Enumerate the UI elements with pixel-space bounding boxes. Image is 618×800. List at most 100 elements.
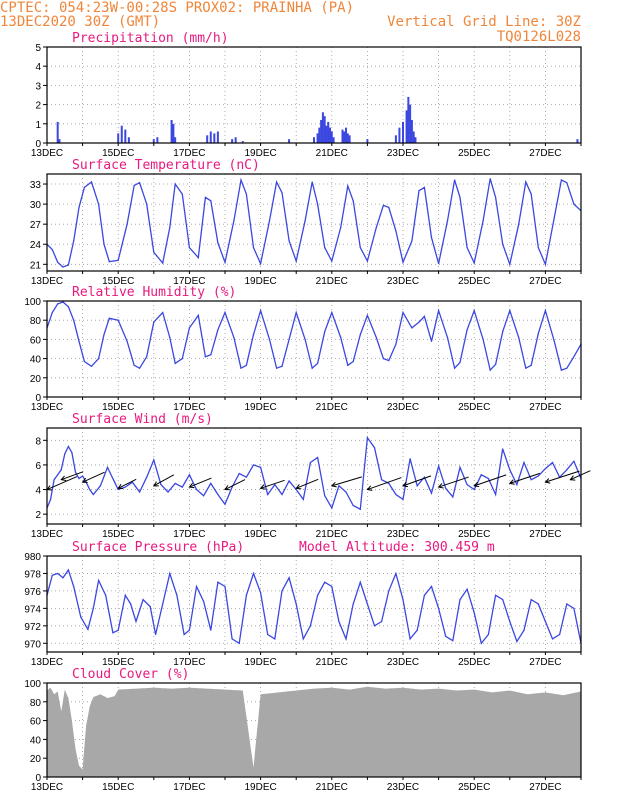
rh-point [454,367,456,369]
panel-frame [46,555,582,653]
rh-point [402,311,404,314]
precip-bar [394,135,397,143]
x-tick-label: 21DEC [316,276,348,287]
x-tick-label: 17DEC [173,148,205,159]
x-tick-label: 13DEC [31,148,63,159]
temp-point [525,181,527,183]
temp-point [473,262,475,264]
y-tick-label: 33 [30,180,42,191]
rh-point [204,356,207,358]
temp-point [359,246,361,249]
temp-point [197,257,199,259]
y-tick-label: 2 [35,510,41,521]
y-tick-label: 20 [30,754,42,765]
rh-point [366,314,368,316]
rh-point [233,336,235,339]
rh-point [494,363,497,365]
wind-arrow [331,476,362,487]
pres-point [487,633,490,636]
pres-point [62,577,64,579]
wind-point [89,488,91,491]
pres-point [366,603,368,605]
pres-point [530,599,532,601]
y-tick-label: 0 [35,773,41,784]
wind-arrow [61,471,84,481]
panel-pres: 970 972 974 976 978 980 13DEC 15DEC 17DEC 19DEC 21… [24,540,582,668]
x-tick-label: 19DEC [244,148,276,159]
precip-bar [320,119,323,143]
temp-point [162,262,164,264]
rh-point [331,311,333,314]
x-tick-label: 15DEC [102,148,134,159]
pres-point [302,638,304,640]
wind-arrow [46,476,78,490]
temp-point [366,260,368,262]
rh-point [518,336,520,339]
rh-point [117,319,119,321]
temp-point [494,196,497,199]
wind-point [494,493,497,496]
pres-point [267,633,269,636]
panel-annotation: Model Altitude: 300.459 m [299,540,495,555]
temp-point [560,179,563,181]
wind-point [92,493,94,496]
wind-arrow-head [81,477,88,484]
header-model-id: TQ0126L028 [497,29,581,45]
temp-point [217,242,219,244]
pres-point [154,633,157,636]
temp-point [316,203,319,205]
pres-point [92,607,94,609]
wind-point [217,493,219,496]
pres-point [480,642,482,644]
precip-bar [127,137,130,143]
rh-point [133,364,135,366]
pres-point [117,629,119,631]
pres-point [217,581,219,583]
x-tick-label: 19DEC [244,657,276,668]
temp-point [62,266,64,268]
x-tick-label: 21DEC [316,782,348,793]
rh-point [288,338,290,340]
y-tick-label: 3 [35,81,41,92]
wind-arrow [438,476,469,488]
temp-point [174,183,176,185]
x-tick-label: 25DEC [458,529,490,540]
precip-bar [409,104,412,143]
wind-point [338,485,340,487]
wind-point [438,465,440,467]
rh-point [375,336,377,339]
wind-point [516,484,518,486]
temp-point [573,203,575,205]
x-tick-label: 23DEC [387,402,419,413]
rh-point [530,364,532,366]
rh-point [553,340,555,342]
precip-bar [345,127,348,143]
temp-point [169,226,171,229]
rh-point [276,367,278,369]
temp-point [153,251,155,253]
header: CPTEC: 054:23W-00:28S PROX02: PRAINHA (P… [0,0,581,45]
panel-title: Surface Temperature (nC) [72,158,260,173]
precip-bar [341,129,344,143]
wind-arrow-head [259,484,266,490]
pres-point [502,599,504,601]
temp-point [311,181,313,183]
temp-point [340,226,342,229]
y-tick-label: 27 [30,220,42,231]
x-tick-label: 15DEC [102,782,134,793]
pres-point [309,625,312,627]
rh-point [90,365,93,367]
precip-bar [327,121,330,143]
temp-point [90,181,93,183]
rh-point [430,340,433,342]
pres-point [281,590,283,592]
temp-point [375,226,377,229]
rh-point [78,340,80,342]
x-tick-label: 15DEC [102,402,134,413]
rh-point [162,311,164,314]
y-tick-label: 974 [24,604,41,615]
wind-point [224,503,226,505]
wind-point [487,477,490,480]
temp-point [57,261,59,263]
rh-point [268,338,271,340]
